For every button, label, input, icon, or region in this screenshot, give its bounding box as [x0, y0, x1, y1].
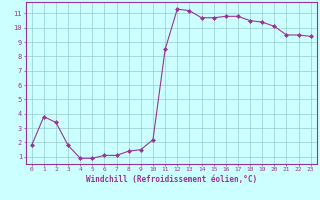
- X-axis label: Windchill (Refroidissement éolien,°C): Windchill (Refroidissement éolien,°C): [86, 175, 257, 184]
